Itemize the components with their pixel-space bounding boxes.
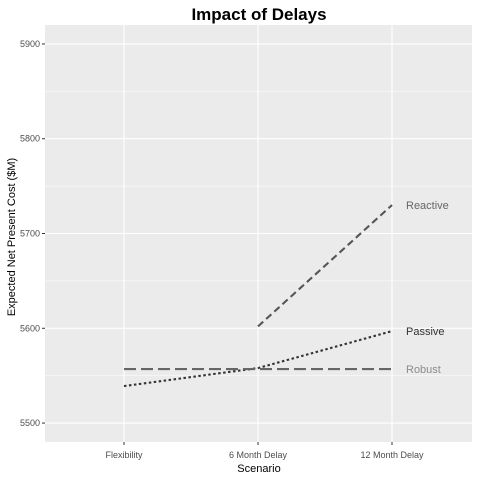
series-label-robust: Robust	[406, 364, 441, 376]
series-line-passive	[123, 330, 393, 388]
x-axis: Flexibility 6 Month Delay 12 Month Delay	[105, 442, 424, 460]
x-tick-label: Flexibility	[105, 450, 143, 460]
chart-title: Impact of Delays	[191, 5, 326, 24]
y-axis: 5500 5600 5700 5800 5900	[20, 39, 45, 428]
series-label-passive: Passive	[406, 326, 445, 338]
series-layer	[123, 204, 393, 388]
x-axis-title: Scenario	[237, 463, 280, 475]
x-tick-label: 6 Month Delay	[229, 450, 288, 460]
x-tick-label: 12 Month Delay	[360, 450, 424, 460]
y-tick-label: 5500	[20, 418, 40, 428]
series-line-reactive	[257, 204, 393, 328]
grid-major	[45, 25, 472, 442]
y-tick-label: 5800	[20, 134, 40, 144]
series-label-reactive: Reactive	[406, 200, 449, 212]
y-tick-label: 5900	[20, 39, 40, 49]
y-axis-title: Expected Net Present Cost ($M)	[6, 158, 18, 316]
y-tick-label: 5600	[20, 323, 40, 333]
series-labels: Reactive Passive Robust	[406, 200, 449, 376]
y-tick-label: 5700	[20, 229, 40, 239]
